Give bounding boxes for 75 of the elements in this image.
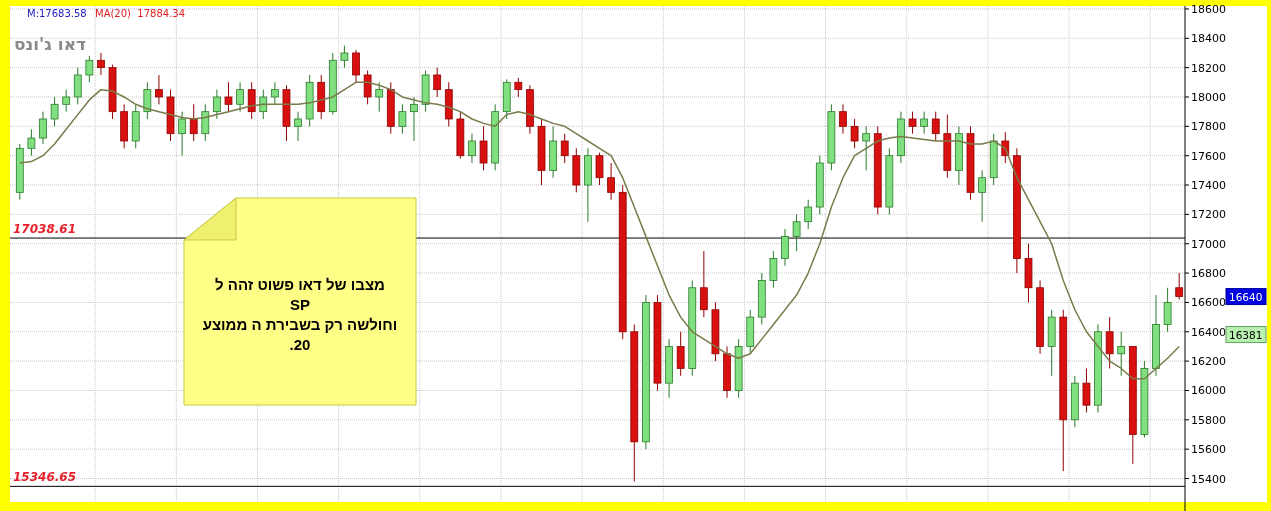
candlestick: [699, 250, 708, 318]
ref-line-label: 17038.61: [13, 222, 77, 237]
candlestick: [931, 111, 940, 142]
annotation: M:17683.58: [27, 8, 87, 19]
candlestick: [607, 162, 615, 201]
text: דאו ג'ונס: [14, 34, 87, 54]
candlestick: [85, 55, 94, 83]
candlestick: [73, 67, 82, 105]
picture-note: מצבו של דאו פשוט זהה ל SP וחולשה רק בשבירת ה ממוצע 20.: [183, 197, 417, 406]
candlestick: [201, 103, 210, 142]
candlestick: [850, 118, 859, 149]
y-tick-label: 15400: [1191, 472, 1226, 486]
text: 16640: [1229, 290, 1263, 303]
y-tick-label: 17600: [1191, 149, 1226, 163]
candlestick: [560, 133, 569, 164]
candlestick: [224, 81, 233, 113]
candlestick: [236, 81, 244, 113]
candlestick: [676, 331, 685, 377]
y-tick-label: 16600: [1191, 296, 1226, 310]
candlestick: [862, 125, 871, 171]
candlestick: [479, 125, 488, 171]
candlestick: [1105, 316, 1114, 369]
candlestick: [978, 169, 986, 223]
candlestick: [213, 89, 221, 120]
candlestick: [294, 111, 302, 142]
text: 16381: [1229, 328, 1263, 341]
candlestick: [410, 96, 418, 142]
y-tick-label: 18600: [1191, 2, 1226, 16]
y-tick-label: 16000: [1191, 384, 1226, 398]
candlestick: [340, 45, 349, 69]
y-tick-label: 15800: [1191, 413, 1226, 427]
y-tick-label: 18000: [1191, 90, 1226, 104]
y-tick-label: 16400: [1191, 325, 1226, 339]
candlestick: [839, 103, 847, 135]
candlestick: [781, 228, 789, 267]
candlestick: [189, 103, 198, 142]
candlestick: [259, 89, 268, 120]
candlestick: [50, 96, 59, 127]
y-tick-label: 18400: [1191, 32, 1226, 46]
candlestick: [514, 77, 523, 98]
y-tick-label: 17200: [1191, 208, 1226, 222]
candlestick: [62, 89, 71, 113]
ref-line-label: 15346.65: [13, 470, 77, 485]
candlestick: [804, 199, 813, 230]
candlestick: [247, 81, 256, 120]
y-tick-label: 18200: [1191, 61, 1226, 75]
y-tick-label: 17000: [1191, 237, 1226, 251]
y-tick-label: 17400: [1191, 179, 1226, 193]
candlestick: [433, 67, 442, 98]
candlestick: [27, 128, 36, 157]
annotation: מצבו של דאו פשוט זהה ל SP וחולשה רק בשבירת ה ממוצע 20.: [201, 275, 399, 355]
candlestick: [39, 111, 47, 145]
y-tick-label: 17800: [1191, 120, 1226, 134]
candlestick: [97, 52, 105, 76]
candlestick: [595, 152, 604, 186]
candlestick: [908, 111, 917, 135]
candlestick: [1163, 287, 1172, 333]
candlestick: [398, 103, 407, 135]
y-tick-label: 16200: [1191, 355, 1226, 369]
y-tick-label: 16800: [1191, 267, 1226, 281]
candlestick: [352, 49, 360, 83]
candlestick: [178, 111, 186, 157]
candlestick: [155, 74, 163, 105]
annotation: MA(20) 17884.34: [95, 8, 186, 19]
candlestick: [1117, 331, 1126, 377]
candlestick: [769, 250, 778, 289]
y-tick-label: 15600: [1191, 443, 1226, 457]
candlestick: [375, 81, 384, 113]
candlestick: [792, 213, 801, 252]
candlestick: [468, 133, 476, 164]
candlestick: [363, 70, 372, 105]
candlestick: [270, 81, 279, 105]
candlestick: [143, 81, 152, 120]
candlestick: [920, 111, 929, 135]
candlestick: [1082, 367, 1091, 413]
